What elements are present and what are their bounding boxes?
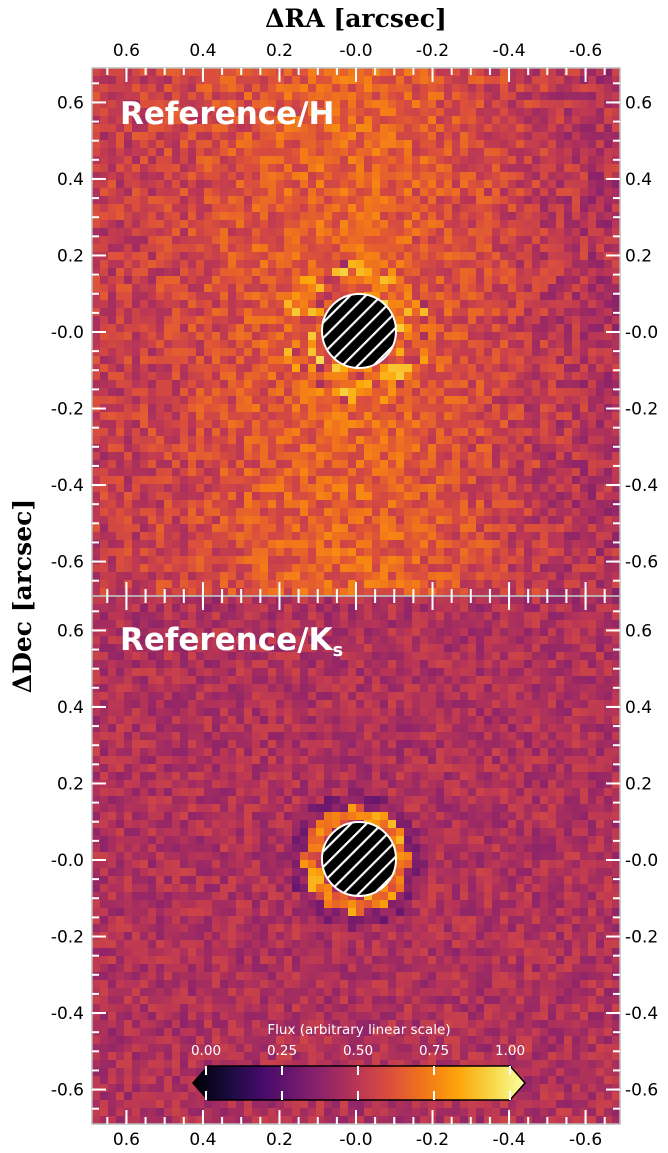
x-tick-label-bottom: -0.4: [492, 1130, 525, 1150]
panel-label-top: Reference/H: [120, 96, 334, 132]
y-tick-label-right: -0.6: [625, 553, 658, 573]
heatmap-panel-bottom: [92, 596, 620, 1124]
tick-labels: 0.6 0.6 0.4 0.4 0.2 0.2 -0.0 -0.0 -0.2 -0.2 -0.4 -0…: [51, 41, 658, 1150]
colorbar-tick-label: 0.00: [191, 1043, 221, 1059]
y-tick-label-left: -0.6: [51, 1081, 84, 1101]
colorbar-ticks: 0.00 0.25 0.50 0.75 1.00: [191, 1043, 525, 1100]
x-tick-label-bottom: 0.6: [113, 1130, 140, 1150]
y-tick-label-right: 0.2: [625, 774, 652, 794]
coronagraph-mask-bottom: [321, 821, 397, 897]
colorbar: Flux (arbitrary linear scale) 0.00 0.25 0.…: [191, 1022, 527, 1101]
y-tick-label-right: -0.2: [625, 400, 658, 420]
y-tick-label-right: 0.4: [625, 698, 652, 718]
heatmap-panel-top: [92, 68, 620, 596]
y-tick-label-left: -0.2: [51, 400, 84, 420]
x-tick-label-top: -0.0: [339, 41, 372, 61]
x-tick-label-bottom: 0.2: [266, 1130, 293, 1150]
y-tick-label-left: 0.6: [57, 93, 84, 113]
x-tick-label-bottom: -0.0: [339, 1130, 372, 1150]
y-tick-label-left: -0.0: [51, 323, 84, 343]
x-tick-label-top: -0.4: [492, 41, 525, 61]
y-tick-label-right: -0.4: [625, 476, 658, 496]
y-tick-label-left: -0.2: [51, 928, 84, 948]
y-tick-label-right: -0.2: [625, 928, 658, 948]
y-tick-label-right: -0.0: [625, 851, 658, 871]
y-tick-label-right: -0.0: [625, 323, 658, 343]
y-tick-label-right: -0.6: [625, 1081, 658, 1101]
x-tick-label-bottom: -0.6: [569, 1130, 602, 1150]
x-tick-label-top: -0.6: [569, 41, 602, 61]
axis-ticks: [92, 68, 620, 1124]
y-tick-label-left: 0.2: [57, 774, 84, 794]
y-tick-label-right: 0.6: [625, 93, 652, 113]
y-tick-label-left: -0.0: [51, 851, 84, 871]
x-tick-label-top: 0.2: [266, 41, 293, 61]
y-tick-label-left: -0.6: [51, 553, 84, 573]
y-tick-label-left: 0.4: [57, 170, 84, 190]
x-tick-label-top: -0.2: [416, 41, 449, 61]
colorbar-tick-label: 0.75: [419, 1043, 449, 1059]
colorbar-title: Flux (arbitrary linear scale): [267, 1022, 450, 1038]
y-tick-label-right: 0.2: [625, 246, 652, 266]
colorbar-tick-label: 1.00: [495, 1043, 525, 1059]
x-tick-label-top: 0.4: [189, 41, 216, 61]
coronagraph-mask-top: [321, 293, 397, 369]
y-tick-label-left: 0.6: [57, 621, 84, 641]
y-tick-label-left: 0.2: [57, 246, 84, 266]
colorbar-tick-label: 0.25: [267, 1043, 297, 1059]
panel-label-bottom: Reference/Ks: [120, 622, 343, 661]
y-axis-title: ΔDec [arcsec]: [8, 499, 37, 693]
y-tick-label-right: 0.4: [625, 170, 652, 190]
colorbar-tick-label: 0.50: [343, 1043, 373, 1059]
x-axis-title: ΔRA [arcsec]: [265, 4, 447, 33]
y-tick-label-left: -0.4: [51, 1004, 84, 1024]
y-tick-label-right: 0.6: [625, 621, 652, 641]
y-tick-label-right: -0.4: [625, 1004, 658, 1024]
x-tick-label-bottom: -0.2: [416, 1130, 449, 1150]
x-tick-label-bottom: 0.4: [189, 1130, 216, 1150]
y-tick-label-left: 0.4: [57, 698, 84, 718]
y-tick-label-left: -0.4: [51, 476, 84, 496]
x-tick-label-top: 0.6: [113, 41, 140, 61]
